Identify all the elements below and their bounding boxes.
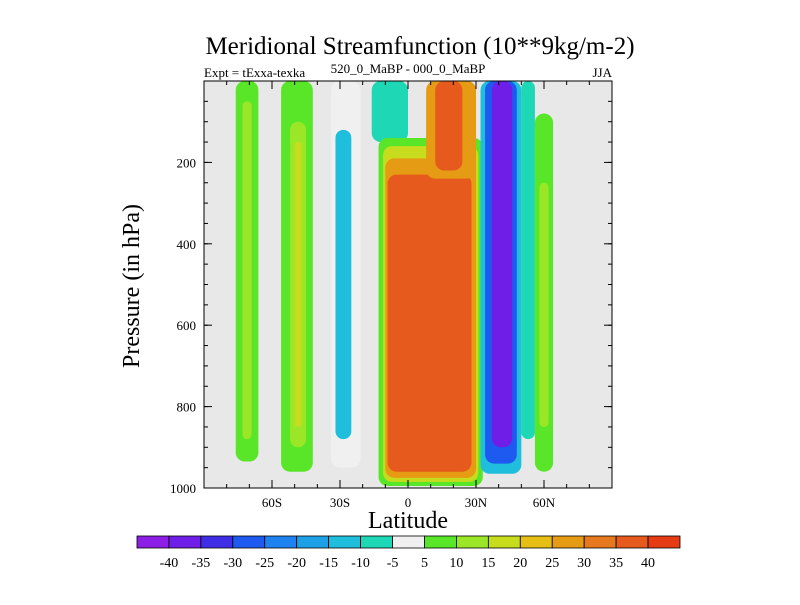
colorbar-label: -30 — [223, 556, 242, 571]
plot-area — [203, 80, 613, 489]
colorbar-label: -35 — [192, 556, 211, 571]
contour-cell-14 — [435, 81, 463, 171]
colorbar-swatch-14 — [583, 535, 617, 549]
colorbar-label: 5 — [421, 556, 428, 571]
colorbar-label: 20 — [513, 556, 527, 571]
y-tick-label: 200 — [177, 155, 197, 170]
contour-fields — [235, 81, 554, 486]
colorbar-swatch-8 — [392, 535, 425, 549]
colorbar-swatch-4 — [264, 535, 298, 549]
contour-cell-4 — [294, 142, 302, 427]
contour-cell-17 — [491, 81, 513, 448]
colorbar-swatch-11 — [487, 535, 521, 549]
contour-cell-8 — [376, 97, 397, 130]
colorbar-swatch-16 — [647, 535, 681, 549]
colorbar-swatch-9 — [424, 535, 457, 549]
colorbar-label: 35 — [609, 556, 623, 571]
contour-cell-1 — [242, 101, 252, 440]
colorbar-label: -40 — [160, 556, 179, 571]
chart-subtitle-center: 520_0_MaBP - 000_0_MaBP — [331, 61, 486, 76]
chart-subtitle-left: Expt = tExxa-texka — [204, 65, 305, 80]
y-tick-label: 1000 — [170, 481, 196, 496]
colorbar-swatch-13 — [551, 535, 585, 549]
colorbar-swatch-15 — [615, 535, 649, 549]
contour-cell-6 — [335, 129, 352, 440]
colorbar-swatch-1 — [168, 535, 202, 549]
colorbar-swatch-10 — [456, 535, 489, 549]
contour-cell-20 — [539, 182, 549, 427]
x-tick-label: 30N — [465, 495, 488, 510]
colorbar-label: 40 — [641, 556, 655, 571]
colorbar-label: -20 — [287, 556, 306, 571]
colorbar: -40 -35 -30 -25 -20 -15 -10 -5 5 10 15 20 25 30 35 40 — [136, 535, 681, 571]
chart-title: Meridional Streamfunction (10**9kg/m-2) — [205, 33, 634, 60]
y-tick-label: 800 — [177, 400, 197, 415]
colorbar-swatch-2 — [200, 535, 234, 549]
colorbar-swatch-5 — [296, 535, 330, 549]
colorbar-swatch-6 — [328, 535, 361, 549]
y-tick-label: 600 — [177, 318, 197, 333]
colorbar-label: 10 — [449, 556, 463, 571]
y-axis-label: Pressure (in hPa) — [119, 204, 145, 368]
x-tick-label: 60N — [533, 495, 556, 510]
colorbar-swatch-3 — [232, 535, 266, 549]
colorbar-label: -10 — [351, 556, 370, 571]
x-tick-label: 0 — [405, 495, 412, 510]
colorbar-label: 25 — [545, 556, 559, 571]
colorbar-label: 15 — [481, 556, 495, 571]
x-tick-label: 30S — [330, 495, 350, 510]
colorbar-label: -25 — [255, 556, 274, 571]
colorbar-label: 30 — [577, 556, 591, 571]
y-tick-label: 400 — [177, 237, 197, 252]
colorbar-label: -5 — [387, 556, 399, 571]
x-axis-label: Latitude — [368, 508, 448, 534]
colorbar-label: -15 — [319, 556, 338, 571]
colorbar-swatch-0 — [136, 535, 170, 549]
colorbar-swatch-12 — [519, 535, 553, 549]
colorbar-swatch-7 — [360, 535, 393, 549]
chart-subtitle-right: JJA — [592, 65, 612, 80]
x-tick-label: 60S — [262, 495, 282, 510]
axis-ticks: 60S 30S 0 30N 60N 200 400 600 800 1000 — [170, 81, 612, 510]
contour-cell-12 — [387, 174, 472, 472]
contour-cell-18 — [521, 81, 535, 440]
